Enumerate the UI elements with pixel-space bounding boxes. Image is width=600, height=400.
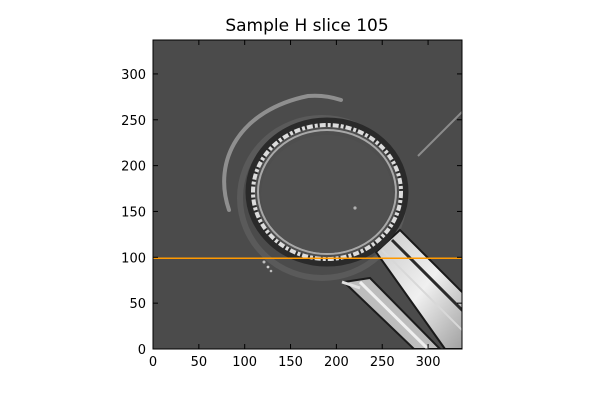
y-tick-label: 250 (121, 114, 146, 129)
x-tick-label: 0 (149, 355, 157, 370)
y-tick-label: 0 (138, 343, 146, 358)
y-tick-label: 50 (129, 297, 146, 312)
y-tick-label: 200 (121, 160, 146, 175)
interior-spot (353, 206, 357, 210)
x-tick-label: 150 (278, 355, 303, 370)
x-tick-label: 100 (232, 355, 257, 370)
y-axis: 0 50 100 150 200 250 300 (121, 68, 462, 358)
y-tick-label: 150 (121, 205, 146, 220)
slice-image (153, 40, 462, 349)
stem (341, 228, 462, 349)
x-axis: 0 50 100 150 200 250 300 (149, 40, 441, 370)
x-tick-label: 250 (370, 355, 395, 370)
head-rim (251, 123, 403, 261)
y-tick-label: 300 (121, 68, 146, 83)
speckles (262, 260, 273, 273)
x-tick-label: 300 (416, 355, 441, 370)
x-tick-label: 200 (324, 355, 349, 370)
head-rim-inner (257, 129, 397, 255)
x-tick-label: 50 (191, 355, 208, 370)
upper-arc (222, 93, 343, 212)
diagonal-streak (417, 111, 462, 157)
y-tick-label: 100 (121, 251, 146, 266)
axes-frame (152, 39, 463, 350)
head-interior (261, 135, 393, 253)
chart-title: Sample H slice 105 (225, 16, 389, 36)
